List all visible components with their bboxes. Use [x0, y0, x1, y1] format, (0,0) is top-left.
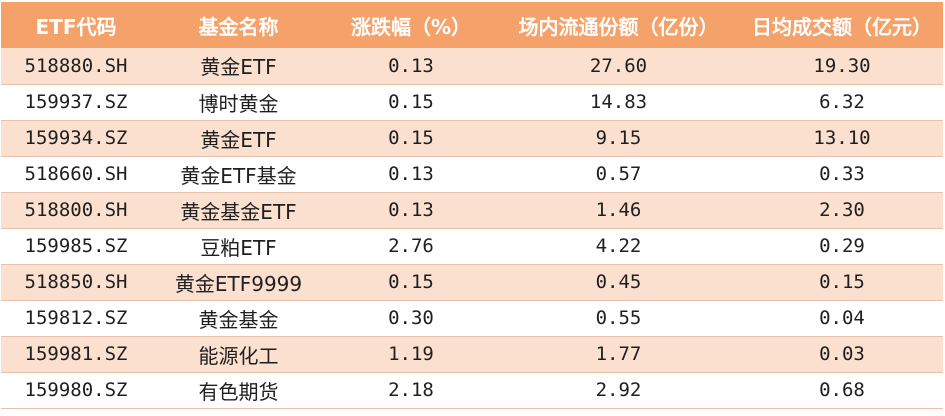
- cell-change-pct: 1.19: [326, 336, 496, 373]
- cell-circulating-shares: 27.60: [496, 48, 741, 85]
- cell-change-pct: 0.30: [326, 300, 496, 337]
- header-row: ETF代码 基金名称 涨跌幅（%） 场内流通份额（亿份） 日均成交额（亿元）: [1, 2, 943, 48]
- cell-daily-turnover: 0.15: [741, 264, 943, 301]
- cell-fund-name: 豆粕ETF: [151, 228, 326, 265]
- header-fund-name: 基金名称: [198, 14, 279, 39]
- cell-fund-name: 黄金基金: [151, 300, 326, 337]
- header-change-pct: 涨跌幅（%）: [350, 14, 472, 39]
- cell-circulating-shares: 9.15: [496, 120, 741, 157]
- table-row: 159937.SZ 博时黄金 0.15 14.83 6.32: [1, 84, 943, 121]
- cell-fund-name: 黄金ETF9999: [151, 264, 326, 301]
- table-row: 159812.SZ 黄金基金 0.30 0.55 0.04: [1, 300, 943, 337]
- cell-circulating-shares: 0.55: [496, 300, 741, 337]
- cell-change-pct: 2.76: [326, 228, 496, 265]
- cell-circulating-shares: 2.92: [496, 372, 741, 409]
- cell-daily-turnover: 0.04: [741, 300, 943, 337]
- cell-circulating-shares: 0.45: [496, 264, 741, 301]
- cell-fund-name: 有色期货: [151, 372, 326, 409]
- cell-fund-name: 黄金ETF基金: [151, 156, 326, 193]
- cell-etf-code: 159934.SZ: [1, 120, 151, 157]
- header-etf-code: ETF代码: [35, 14, 117, 39]
- table-row: 518660.SH 黄金ETF基金 0.13 0.57 0.33: [1, 156, 943, 193]
- cell-fund-name: 黄金基金ETF: [151, 192, 326, 229]
- cell-etf-code: 518660.SH: [1, 156, 151, 193]
- header-daily-turnover: 日均成交额（亿元）: [752, 14, 932, 39]
- cell-circulating-shares: 14.83: [496, 84, 741, 121]
- table-row: 159934.SZ 黄金ETF 0.15 9.15 13.10: [1, 120, 943, 157]
- cell-change-pct: 0.13: [326, 192, 496, 229]
- table-row: 159981.SZ 能源化工 1.19 1.77 0.03: [1, 336, 943, 373]
- cell-change-pct: 0.15: [326, 264, 496, 301]
- table-row: 518800.SH 黄金基金ETF 0.13 1.46 2.30: [1, 192, 943, 229]
- cell-circulating-shares: 1.46: [496, 192, 741, 229]
- cell-fund-name: 黄金ETF: [151, 120, 326, 157]
- table-row: 159980.SZ 有色期货 2.18 2.92 0.68: [1, 372, 943, 409]
- cell-etf-code: 159980.SZ: [1, 372, 151, 409]
- table-header: ETF代码 基金名称 涨跌幅（%） 场内流通份额（亿份） 日均成交额（亿元）: [1, 2, 943, 48]
- cell-etf-code: 159937.SZ: [1, 84, 151, 121]
- table-row: 518880.SH 黄金ETF 0.13 27.60 19.30: [1, 48, 943, 85]
- cell-etf-code: 159812.SZ: [1, 300, 151, 337]
- cell-circulating-shares: 0.57: [496, 156, 741, 193]
- cell-daily-turnover: 0.03: [741, 336, 943, 373]
- cell-etf-code: 518850.SH: [1, 264, 151, 301]
- cell-change-pct: 0.15: [326, 84, 496, 121]
- cell-fund-name: 博时黄金: [151, 84, 326, 121]
- cell-change-pct: 0.13: [326, 156, 496, 193]
- cell-etf-code: 159981.SZ: [1, 336, 151, 373]
- cell-daily-turnover: 0.33: [741, 156, 943, 193]
- table-body: 518880.SH 黄金ETF 0.13 27.60 19.30 159937.…: [1, 48, 943, 409]
- cell-change-pct: 2.18: [326, 372, 496, 409]
- cell-daily-turnover: 6.32: [741, 84, 943, 121]
- cell-daily-turnover: 0.68: [741, 372, 943, 409]
- etf-table: ETF代码 基金名称 涨跌幅（%） 场内流通份额（亿份） 日均成交额（亿元） 5…: [1, 2, 943, 409]
- cell-etf-code: 518880.SH: [1, 48, 151, 85]
- cell-daily-turnover: 13.10: [741, 120, 943, 157]
- table-row: 518850.SH 黄金ETF9999 0.15 0.45 0.15: [1, 264, 943, 301]
- cell-change-pct: 0.15: [326, 120, 496, 157]
- cell-daily-turnover: 2.30: [741, 192, 943, 229]
- table-row: 159985.SZ 豆粕ETF 2.76 4.22 0.29: [1, 228, 943, 265]
- cell-circulating-shares: 1.77: [496, 336, 741, 373]
- cell-change-pct: 0.13: [326, 48, 496, 85]
- cell-etf-code: 518800.SH: [1, 192, 151, 229]
- cell-circulating-shares: 4.22: [496, 228, 741, 265]
- cell-etf-code: 159985.SZ: [1, 228, 151, 265]
- cell-fund-name: 黄金ETF: [151, 48, 326, 85]
- header-circulating-shares: 场内流通份额（亿份）: [518, 14, 719, 39]
- cell-daily-turnover: 0.29: [741, 228, 943, 265]
- cell-daily-turnover: 19.30: [741, 48, 943, 85]
- cell-fund-name: 能源化工: [151, 336, 326, 373]
